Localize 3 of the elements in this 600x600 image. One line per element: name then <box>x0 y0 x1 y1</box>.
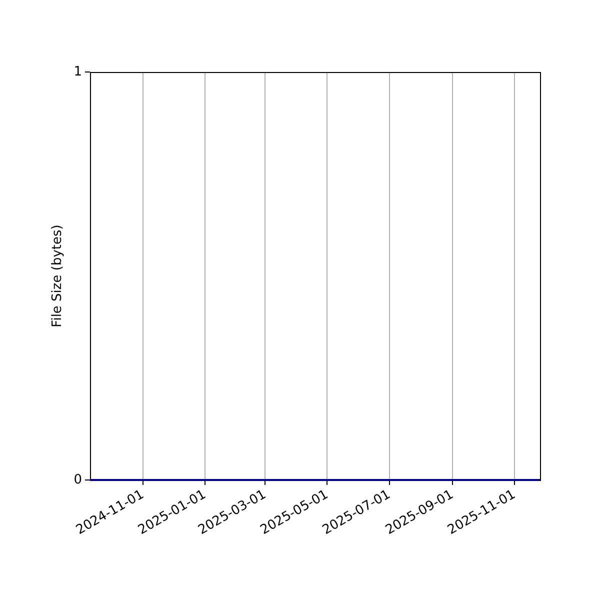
y-tick-label: 1 <box>74 64 82 80</box>
y-axis-title: File Size (bytes) <box>50 224 66 328</box>
y-tick-label: 0 <box>74 472 82 488</box>
